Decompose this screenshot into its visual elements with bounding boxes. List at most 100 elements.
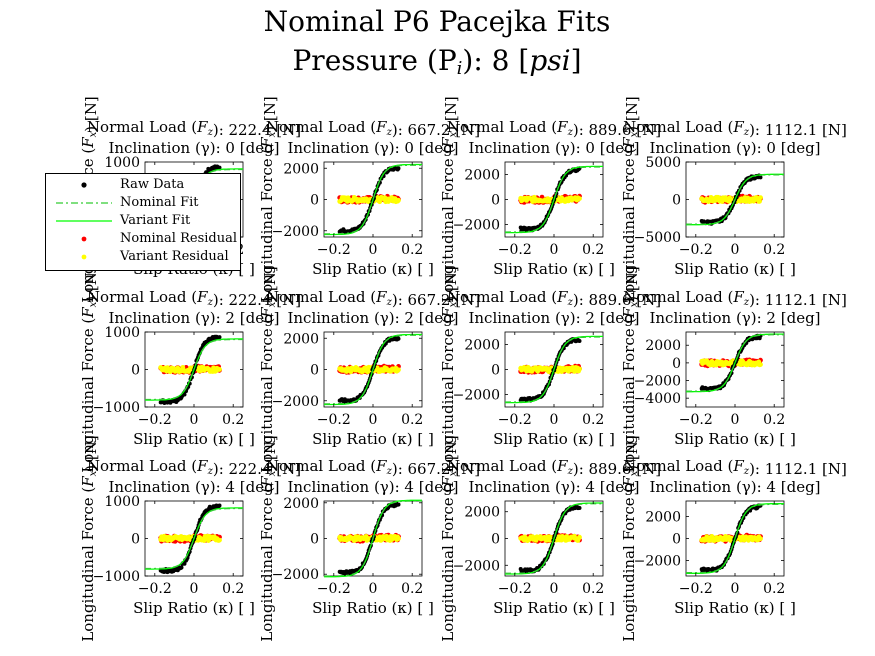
residual-scatter xyxy=(699,193,763,205)
legend-symbol-nominal-residual xyxy=(81,236,87,242)
variant-residual-point xyxy=(577,196,582,202)
y-axis-label: Longitudinal Force (Fx) [N] xyxy=(620,435,641,642)
x-axis-label: Slip Ratio (κ) [ ] xyxy=(493,599,615,617)
variant-fit-line xyxy=(323,333,423,406)
title-pressure-label: Pressure (P xyxy=(292,44,456,77)
x-tick-label: 0.2 xyxy=(582,581,604,597)
x-axis-label: Slip Ratio (κ) [ ] xyxy=(493,430,615,448)
variant-fit-line xyxy=(505,502,603,575)
x-tick-label: 0 xyxy=(369,242,378,258)
subplot-2-2: −2000 0 2000 −0.2 0 0.2 Normal Load (Fz): 889.… xyxy=(439,435,661,642)
legend-entry-nominal-fit: Nominal Fit xyxy=(46,194,240,212)
x-tick-label: 0.2 xyxy=(222,412,244,428)
x-tick-label: 0 xyxy=(369,412,378,428)
legend-entry-variant-fit: Variant Fit xyxy=(46,212,240,230)
residual-scatter xyxy=(337,363,401,375)
subplot-title-load: Normal Load (Fz): 889.6 [N] xyxy=(447,457,661,478)
subplot-title-inclination: Inclination (γ): 4 [deg] xyxy=(468,478,639,496)
variant-residual-point xyxy=(758,195,763,201)
y-tick-label: −2000 xyxy=(634,554,681,570)
variant-fit-line xyxy=(505,335,603,404)
y-axis-label: Longitudinal Force (Fx) [N] xyxy=(620,266,641,473)
y-tick-label: −2000 xyxy=(634,374,681,390)
raw-data-point xyxy=(396,336,401,341)
nominal-fit-line xyxy=(686,334,784,392)
residual-scatter xyxy=(518,363,582,375)
residual-scatter xyxy=(699,357,763,369)
x-tick-label: 0 xyxy=(369,581,378,597)
variant-fit-line xyxy=(686,502,784,575)
x-tick-label: 0 xyxy=(550,412,559,428)
x-tick-label: 0 xyxy=(731,242,740,258)
nominal-fit-line xyxy=(686,174,784,225)
x-axis-label: Slip Ratio (κ) [ ] xyxy=(312,430,434,448)
x-axis-label: Slip Ratio (κ) [ ] xyxy=(133,430,255,448)
y-tick-label: 0 xyxy=(310,193,319,209)
x-tick-label: −0.2 xyxy=(679,412,713,428)
subplot-grid: −1000 0 1000 −0.2 0 0.2 Normal Load (Fz): 222.… xyxy=(79,96,847,642)
raw-data-point xyxy=(396,502,401,507)
subplot-2-3: −2000 0 2000 −0.2 0 0.2 Normal Load (Fz): 1112… xyxy=(620,435,847,642)
y-tick-label: 0 xyxy=(672,356,681,372)
variant-fit-line xyxy=(505,165,603,234)
y-tick-label: −2000 xyxy=(272,224,319,240)
x-tick-label: 0.2 xyxy=(401,412,423,428)
y-tick-label: 0 xyxy=(491,532,500,548)
y-tick-label: 2000 xyxy=(464,338,500,354)
y-tick-label: −2000 xyxy=(272,567,319,583)
x-axis-label: Slip Ratio (κ) [ ] xyxy=(493,260,615,278)
y-tick-label: 0 xyxy=(491,193,500,209)
subplot-2-1: −2000 0 2000 −0.2 0 0.2 Normal Load (Fz): 667.… xyxy=(258,435,480,642)
raw-data-point xyxy=(182,392,187,397)
title-pressure-sub: i xyxy=(457,58,463,79)
legend-symbol-variant-fit xyxy=(56,220,112,222)
nominal-fit-line xyxy=(505,336,603,403)
legend-label-variant-residual: Variant Residual xyxy=(120,249,229,264)
variant-residual-point xyxy=(757,198,762,204)
legend-label-nominal-fit: Nominal Fit xyxy=(120,195,199,210)
y-axis-label: Longitudinal Force (Fx) [N] xyxy=(258,266,279,473)
y-tick-label: 2000 xyxy=(645,509,681,525)
raw-data-point xyxy=(396,166,401,171)
x-tick-label: 0.2 xyxy=(222,581,244,597)
x-tick-label: 0.2 xyxy=(763,242,785,258)
residual-scatter xyxy=(158,532,222,544)
subplot-title-load: Normal Load (Fz): 222.4 [N] xyxy=(87,118,301,139)
x-axis-label: Slip Ratio (κ) [ ] xyxy=(312,599,434,617)
subplot-title-inclination: Inclination (γ): 0 [deg] xyxy=(649,139,820,157)
y-tick-label: 0 xyxy=(672,532,681,548)
y-tick-label: 2000 xyxy=(283,161,319,177)
y-axis-label: Longitudinal Force (Fx) [N] xyxy=(258,435,279,642)
raw-data-point xyxy=(758,175,763,180)
subplot-title-inclination: Inclination (γ): 4 [deg] xyxy=(649,478,820,496)
nominal-fit-line xyxy=(145,507,243,570)
raw-data-point xyxy=(217,503,222,508)
subplot-title-inclination: Inclination (γ): 0 [deg] xyxy=(287,139,458,157)
variant-residual-point xyxy=(396,536,401,541)
x-tick-label: −0.2 xyxy=(317,581,351,597)
x-tick-label: −0.2 xyxy=(498,581,532,597)
figure-title-line-2: Pressure (Pi): 8 [psi] xyxy=(292,44,581,79)
y-axis-label: Longitudinal Force (Fx) [N] xyxy=(79,435,100,642)
subplot-1-1: −2000 0 2000 −0.2 0 0.2 Normal Load (Fz): 667.… xyxy=(258,266,480,473)
subplot-title-load: Normal Load (Fz): 222.4 [N] xyxy=(87,457,301,478)
x-tick-label: 0.2 xyxy=(582,242,604,258)
subplot-title-load: Normal Load (Fz): 667.2 [N] xyxy=(266,118,480,139)
figure-title-line-1: Nominal P6 Pacejka Fits xyxy=(264,5,611,38)
variant-residual-point xyxy=(396,367,401,373)
title-pressure-unit: psi xyxy=(529,44,570,77)
y-tick-label: 5000 xyxy=(645,155,681,171)
legend-label-nominal-residual: Nominal Residual xyxy=(120,231,238,246)
subplot-title-inclination: Inclination (γ): 2 [deg] xyxy=(649,309,820,327)
x-tick-label: 0.2 xyxy=(401,242,423,258)
y-tick-label: −4000 xyxy=(634,391,681,407)
subplot-title-load: Normal Load (Fz): 1112.1 [N] xyxy=(623,118,847,139)
y-tick-label: 0 xyxy=(310,532,319,548)
x-tick-label: −0.2 xyxy=(317,412,351,428)
subplot-1-0: −1000 0 1000 −0.2 0 0.2 Normal Load (Fz): 222.… xyxy=(79,266,301,473)
variant-residual-point xyxy=(758,536,763,542)
x-tick-label: 0.2 xyxy=(763,581,785,597)
nominal-fit-line xyxy=(145,338,243,401)
y-tick-label: −2000 xyxy=(453,388,500,404)
